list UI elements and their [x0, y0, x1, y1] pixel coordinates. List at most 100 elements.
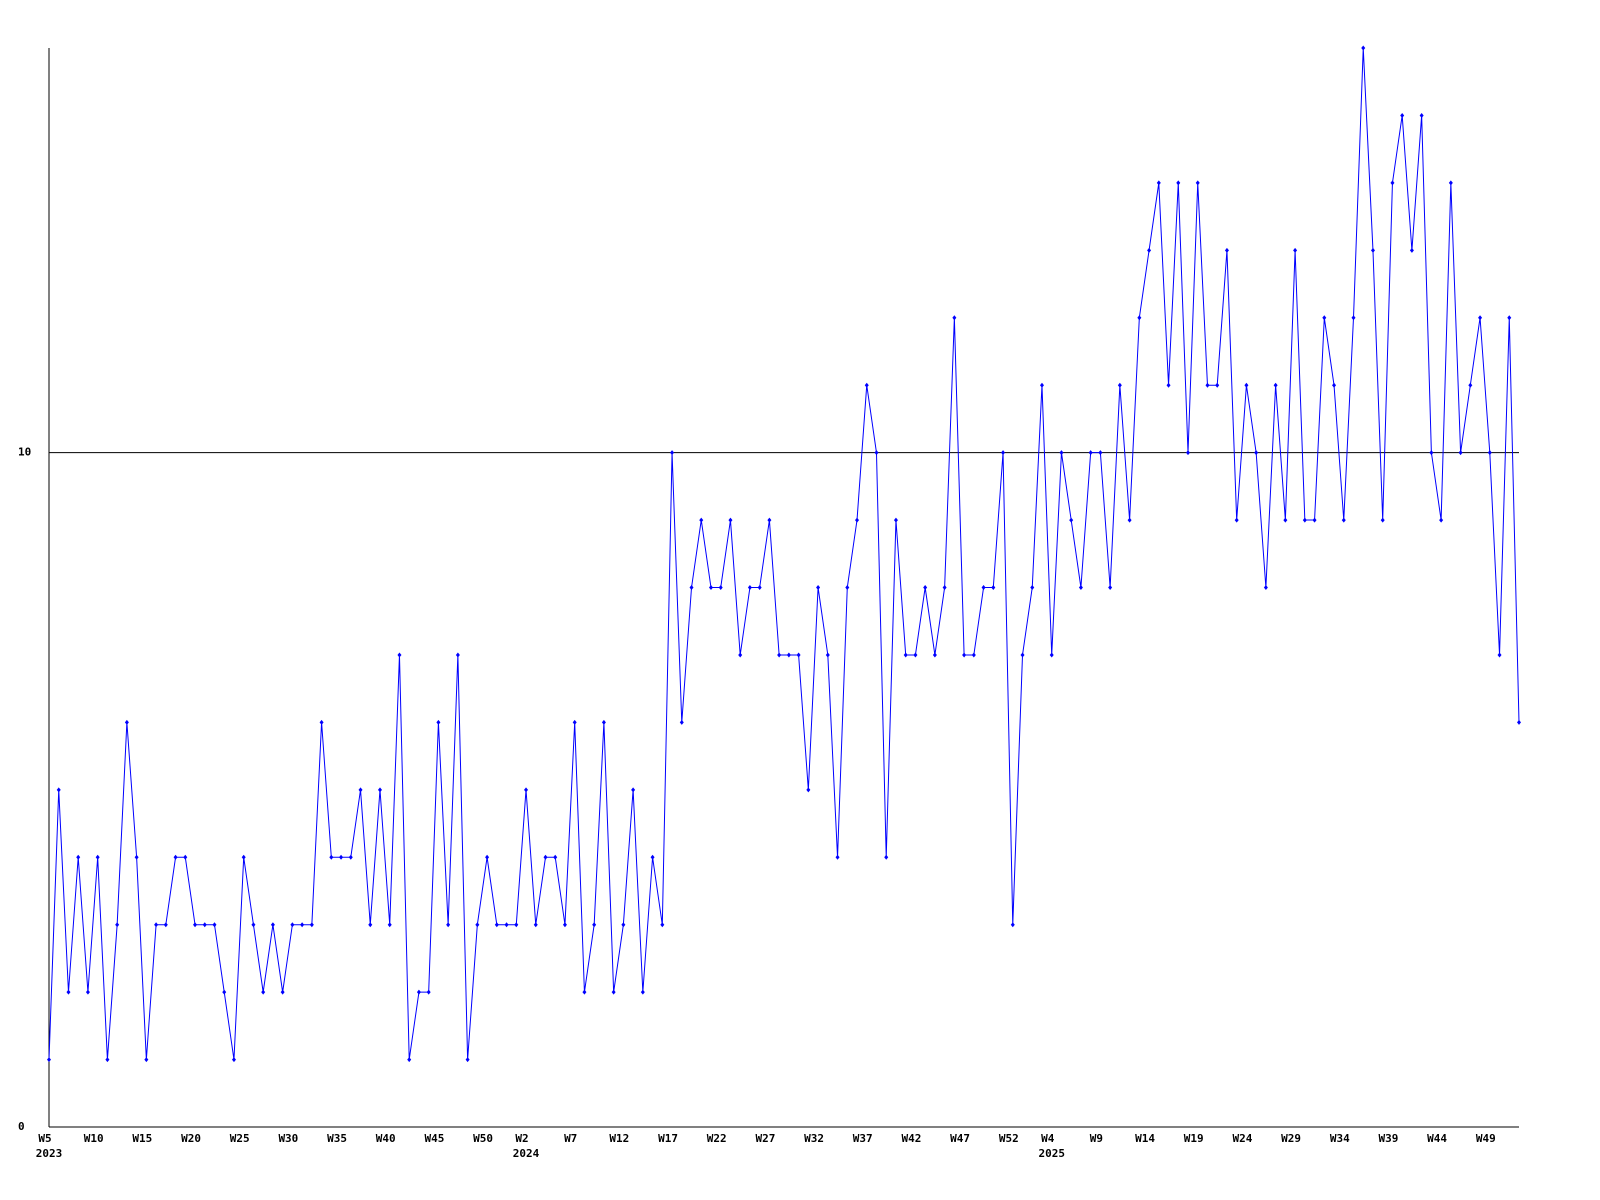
- data-point: [56, 787, 61, 793]
- x-tick-label: W32: [804, 1132, 824, 1145]
- data-point: [183, 854, 188, 860]
- x-tick-label: W44: [1427, 1132, 1447, 1145]
- data-point: [962, 652, 967, 658]
- data-point: [1117, 382, 1122, 388]
- data-point: [222, 989, 227, 995]
- data-point: [1478, 315, 1483, 321]
- data-point: [533, 922, 538, 928]
- data-point: [855, 517, 860, 523]
- data-point: [95, 854, 100, 860]
- data-point: [193, 922, 198, 928]
- data-point: [66, 989, 71, 995]
- data-point: [270, 922, 275, 928]
- data-point: [358, 787, 363, 793]
- data-point: [1039, 382, 1044, 388]
- year-label: 2024: [513, 1147, 540, 1160]
- data-point: [893, 517, 898, 523]
- data-point: [1263, 585, 1268, 590]
- data-point: [163, 922, 168, 928]
- data-point: [1312, 517, 1317, 523]
- data-point: [796, 652, 801, 658]
- data-point: [825, 652, 830, 658]
- data-point: [1341, 517, 1346, 523]
- data-point: [1205, 382, 1210, 388]
- data-point: [1370, 247, 1375, 253]
- data-point: [991, 585, 996, 590]
- x-tick-label: W7: [564, 1132, 577, 1145]
- data-point: [475, 922, 480, 928]
- data-point: [348, 854, 353, 860]
- data-point: [786, 652, 791, 658]
- data-point: [757, 585, 762, 590]
- data-point: [300, 922, 305, 928]
- data-point: [377, 787, 382, 793]
- data-point: [1234, 517, 1239, 523]
- data-point: [1390, 180, 1395, 186]
- data-point: [1078, 585, 1083, 590]
- data-point: [1098, 450, 1103, 456]
- data-line: [48, 47, 1520, 1060]
- data-point: [1137, 315, 1142, 321]
- data-point: [309, 922, 314, 928]
- x-tick-label: W14: [1135, 1132, 1155, 1145]
- data-point: [816, 585, 821, 590]
- data-point: [553, 854, 558, 860]
- x-tick-label: W34: [1330, 1132, 1350, 1145]
- data-point: [368, 922, 373, 928]
- data-point: [621, 922, 626, 928]
- data-point: [1224, 247, 1229, 253]
- data-point: [699, 517, 704, 523]
- data-point: [1059, 450, 1064, 456]
- data-point: [1507, 315, 1512, 321]
- data-point: [1419, 112, 1424, 118]
- x-tick-label: W10: [84, 1132, 104, 1145]
- data-point: [455, 652, 460, 658]
- data-point: [981, 585, 986, 590]
- data-point: [1127, 517, 1132, 523]
- data-point: [1147, 247, 1152, 253]
- x-tick-label: W9: [1090, 1132, 1103, 1145]
- data-point: [1361, 45, 1366, 51]
- data-point: [845, 585, 850, 590]
- x-tick-label: W50: [473, 1132, 493, 1145]
- data-point: [903, 652, 908, 658]
- data-point: [1400, 112, 1405, 118]
- data-point: [689, 585, 694, 590]
- data-point: [874, 450, 879, 456]
- data-point: [884, 854, 889, 860]
- data-point: [124, 719, 129, 725]
- x-tick-label: W4: [1041, 1132, 1055, 1145]
- data-point: [932, 652, 937, 658]
- data-point: [426, 989, 431, 995]
- data-point: [572, 719, 577, 725]
- data-point: [329, 854, 334, 860]
- data-point: [1302, 517, 1307, 523]
- data-point: [738, 652, 743, 658]
- data-point: [261, 989, 266, 995]
- data-point: [670, 450, 675, 456]
- data-point: [1001, 450, 1006, 456]
- x-tick-label: W45: [424, 1132, 444, 1145]
- data-point: [1088, 450, 1093, 456]
- data-point: [1448, 180, 1453, 186]
- x-tick-label: W17: [658, 1132, 678, 1145]
- data-point: [1293, 247, 1298, 253]
- data-point: [1380, 517, 1385, 523]
- data-point: [504, 922, 509, 928]
- data-point: [1069, 517, 1074, 523]
- data-point: [212, 922, 217, 928]
- data-point: [1439, 517, 1444, 523]
- data-point: [747, 585, 752, 590]
- data-point: [971, 652, 976, 658]
- y-tick-label: 0: [18, 1120, 25, 1133]
- data-point: [1244, 382, 1249, 388]
- x-tick-label: W27: [755, 1132, 775, 1145]
- data-point: [1273, 382, 1278, 388]
- data-point: [319, 719, 324, 725]
- x-tick-label: W37: [853, 1132, 873, 1145]
- data-point: [416, 989, 421, 995]
- data-point: [1517, 719, 1521, 725]
- data-point: [115, 922, 120, 928]
